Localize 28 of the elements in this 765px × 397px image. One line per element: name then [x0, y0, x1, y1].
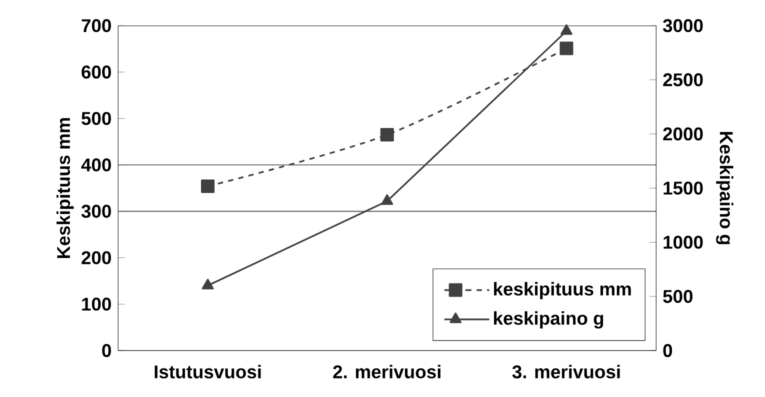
- y-tick-label: 100: [82, 298, 111, 311]
- point: [201, 180, 215, 194]
- y2-tick-label: 3000: [662, 19, 703, 32]
- y-tick-label: 300: [81, 204, 111, 218]
- y2-tick-label: 2500: [663, 73, 703, 87]
- y-tick-label: 700: [82, 19, 111, 32]
- y2-tick-label: 1500: [664, 182, 703, 195]
- y-axis-title: Keskipituus mm: [56, 118, 74, 258]
- y2-tick-label: 0: [663, 344, 672, 358]
- x-tick-label: 3. merivuosi: [512, 365, 620, 379]
- y-tick-label: 400: [81, 158, 111, 172]
- y2-tick-label: 500: [663, 290, 693, 304]
- point: [202, 278, 214, 290]
- legend-label: keskipituus mm: [494, 282, 631, 300]
- point: [560, 24, 572, 36]
- point: [560, 42, 574, 56]
- x-tick-label: Istutusvuosi: [154, 365, 261, 379]
- y2-tick-label: 2000: [663, 128, 703, 141]
- y-tick-label: 200: [82, 251, 111, 264]
- y-tick-label: 500: [82, 112, 111, 126]
- point: [380, 128, 394, 142]
- legend-label: keskipaino g: [494, 311, 604, 329]
- y-tick-label: 600: [82, 66, 111, 79]
- point: [381, 194, 394, 206]
- x-tick-label: 2. merivuosi: [333, 365, 440, 379]
- y2-tick-label: 1000: [664, 236, 703, 249]
- y2-axis-title: Keskipaino g: [716, 132, 734, 244]
- y-tick-label: 0: [102, 344, 111, 358]
